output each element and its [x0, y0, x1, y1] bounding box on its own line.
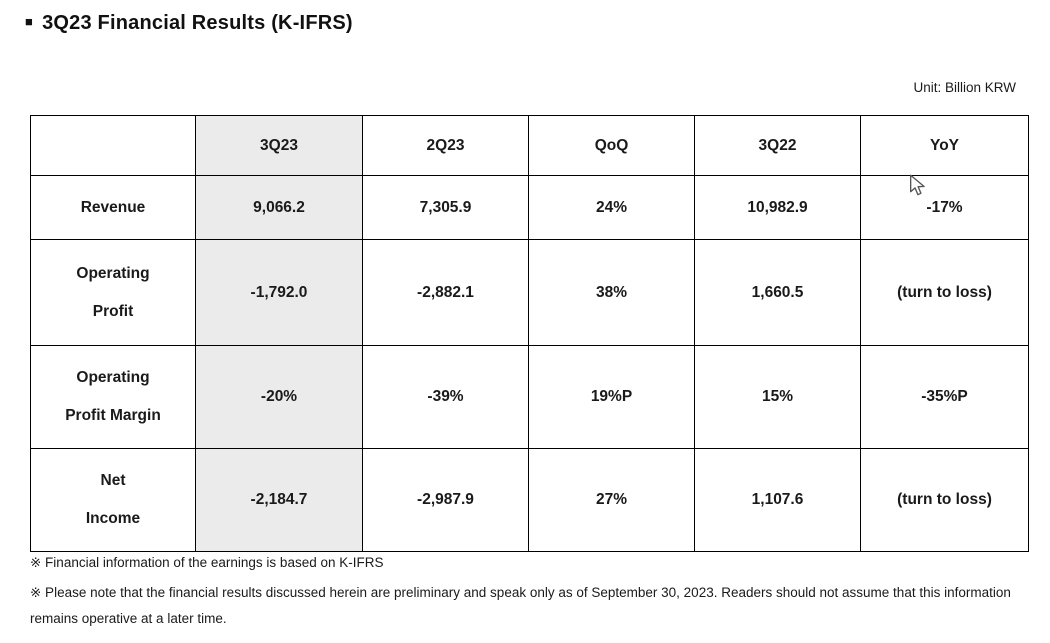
financial-results-table: 3Q23 2Q23 QoQ 3Q22 YoY Revenue 9,066.2 7… [30, 115, 1029, 552]
row-label-operating-profit-margin: Operating Profit Margin [30, 345, 196, 449]
table-row-net-income: Net Income -2,184.7 -2,987.9 27% 1,107.6… [30, 448, 1029, 552]
table-row-operating-profit-margin: Operating Profit Margin -20% -39% 19%P 1… [30, 345, 1029, 449]
table-cell-net-income-3q22: 1,107.6 [694, 448, 861, 552]
footnote-disclaimer: ※ Please note that the financial results… [30, 585, 1011, 626]
table-row-revenue: Revenue 9,066.2 7,305.9 24% 10,982.9 -17… [30, 175, 1029, 240]
column-header-yoy: YoY [860, 115, 1029, 176]
table-row-operating-profit: Operating Profit -1,792.0 -2,882.1 38% 1… [30, 239, 1029, 346]
table-cell-net-income-yoy: (turn to loss) [860, 448, 1029, 552]
table-cell-op-margin-2q23: -39% [362, 345, 529, 449]
page-title: ■ 3Q23 Financial Results (K-IFRS) [25, 12, 353, 35]
column-header-2q23: 2Q23 [362, 115, 529, 176]
table-cell-revenue-2q23: 7,305.9 [362, 175, 529, 240]
row-label-operating-profit: Operating Profit [30, 239, 196, 346]
table-cell-revenue-3q22: 10,982.9 [694, 175, 861, 240]
footnote-kifrs: ※ Financial information of the earnings … [30, 555, 384, 570]
table-cell-revenue-qoq: 24% [528, 175, 695, 240]
table-cell-revenue-yoy: -17% [860, 175, 1029, 240]
row-label-revenue: Revenue [30, 175, 196, 240]
table-cell-op-profit-3q23: -1,792.0 [195, 239, 363, 346]
column-header-3q23: 3Q23 [195, 115, 363, 176]
title-bullet-icon: ■ [25, 14, 34, 29]
column-header-blank [30, 115, 196, 176]
column-header-qoq: QoQ [528, 115, 695, 176]
table-cell-op-margin-3q23: -20% [195, 345, 363, 449]
column-header-3q22: 3Q22 [694, 115, 861, 176]
page-title-text: 3Q23 Financial Results (K-IFRS) [42, 12, 353, 34]
table-cell-op-profit-yoy: (turn to loss) [860, 239, 1029, 346]
table-cell-op-profit-2q23: -2,882.1 [362, 239, 529, 346]
table-cell-op-margin-yoy: -35%P [860, 345, 1029, 449]
table-cell-op-profit-qoq: 38% [528, 239, 695, 346]
footnotes: ※ Financial information of the earnings … [30, 550, 1018, 636]
row-label-net-income: Net Income [30, 448, 196, 552]
table-cell-revenue-3q23: 9,066.2 [195, 175, 363, 240]
unit-label: Unit: Billion KRW [913, 80, 1016, 95]
table-header-row: 3Q23 2Q23 QoQ 3Q22 YoY [30, 115, 1029, 176]
table-cell-net-income-3q23: -2,184.7 [195, 448, 363, 552]
table-cell-net-income-qoq: 27% [528, 448, 695, 552]
table-cell-op-margin-3q22: 15% [694, 345, 861, 449]
table-cell-op-margin-qoq: 19%P [528, 345, 695, 449]
table-cell-op-profit-3q22: 1,660.5 [694, 239, 861, 346]
table-cell-net-income-2q23: -2,987.9 [362, 448, 529, 552]
